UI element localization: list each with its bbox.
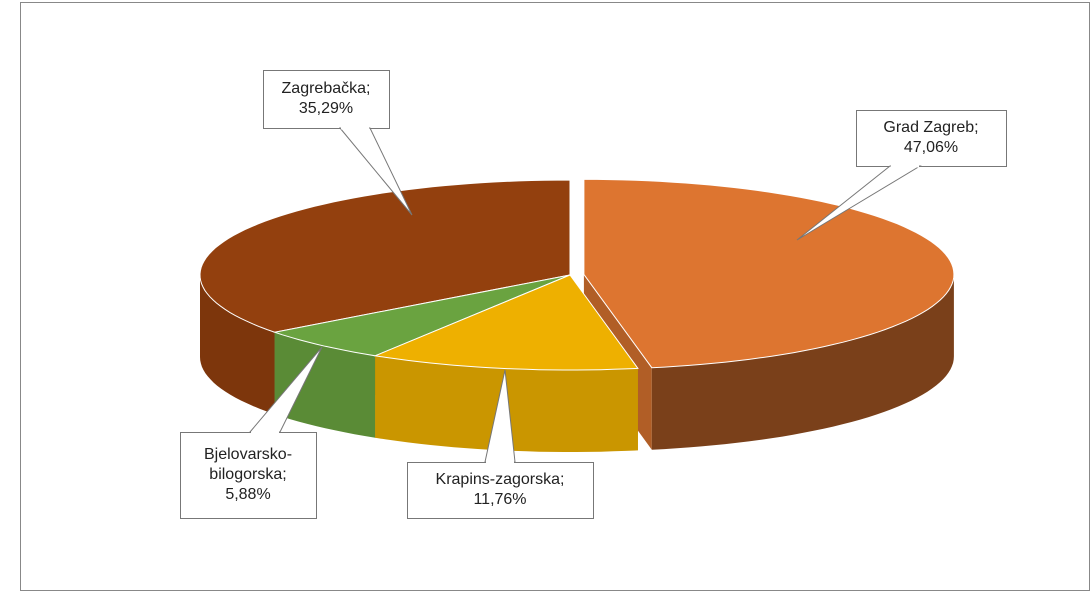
label-box xyxy=(180,432,317,519)
data-label-part: 47,06% xyxy=(904,139,958,156)
data-label-part: Zagrebačka xyxy=(282,80,367,97)
data-label-part: ; xyxy=(366,80,370,97)
data-label-part: bilogorska xyxy=(209,466,282,483)
data-label-part: Bjelovarsko- xyxy=(204,446,292,463)
label-box xyxy=(856,110,1007,167)
data-label-part: ; xyxy=(282,466,286,483)
data-label: Krapins-zagorska; 11,76% xyxy=(436,471,565,508)
slice-side xyxy=(274,332,376,438)
data-label-part: ; xyxy=(560,471,564,488)
data-label: Bjelovarsko-bilogorska; 5,88% xyxy=(204,446,292,503)
slice xyxy=(272,274,571,357)
data-label-part: 11,76% xyxy=(473,491,526,508)
data-label-part: 5,88% xyxy=(225,486,270,503)
slice-side xyxy=(200,275,275,415)
data-label: Grad Zagreb; 47,06% xyxy=(883,119,978,156)
data-label-part: Grad Zagreb xyxy=(883,119,974,136)
slice-side xyxy=(651,274,954,450)
label-box xyxy=(407,462,594,519)
slice xyxy=(199,179,571,333)
slice xyxy=(373,274,639,371)
data-label-part: 35,29% xyxy=(299,100,353,117)
label-box xyxy=(263,70,390,129)
data-label-part: Krapins-zagorska xyxy=(436,471,561,488)
slice xyxy=(583,178,955,369)
data-label-part: ; xyxy=(974,119,978,136)
data-label: Zagrebačka; 35,29% xyxy=(282,80,371,117)
